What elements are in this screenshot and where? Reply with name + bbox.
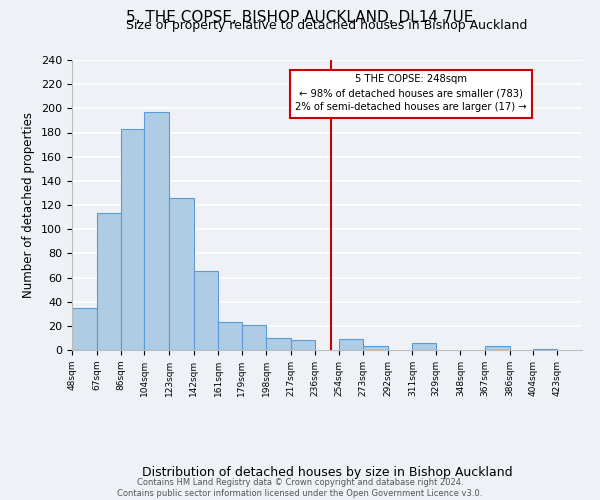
Bar (169, 198, 194, 350)
Bar (121, 129, 145, 350)
Bar (412, 343, 436, 350)
Y-axis label: Number of detached properties: Number of detached properties (22, 112, 35, 298)
Bar (363, 346, 388, 350)
Text: 5, THE COPSE, BISHOP AUCKLAND, DL14 7UE: 5, THE COPSE, BISHOP AUCKLAND, DL14 7UE (127, 10, 473, 25)
Title: Size of property relative to detached houses in Bishop Auckland: Size of property relative to detached ho… (127, 20, 527, 32)
Bar (291, 340, 316, 350)
Bar (218, 322, 242, 350)
Bar (533, 349, 557, 350)
Bar (338, 339, 363, 350)
Bar (485, 346, 509, 350)
Bar (72, 308, 97, 350)
Bar (97, 214, 121, 350)
Bar (242, 324, 266, 350)
Bar (194, 272, 218, 350)
Text: 5 THE COPSE: 248sqm
← 98% of detached houses are smaller (783)
2% of semi-detach: 5 THE COPSE: 248sqm ← 98% of detached ho… (295, 74, 527, 112)
Text: Contains HM Land Registry data © Crown copyright and database right 2024.
Contai: Contains HM Land Registry data © Crown c… (118, 478, 482, 498)
Bar (145, 112, 169, 350)
X-axis label: Distribution of detached houses by size in Bishop Auckland: Distribution of detached houses by size … (142, 466, 512, 478)
Bar (266, 338, 291, 350)
